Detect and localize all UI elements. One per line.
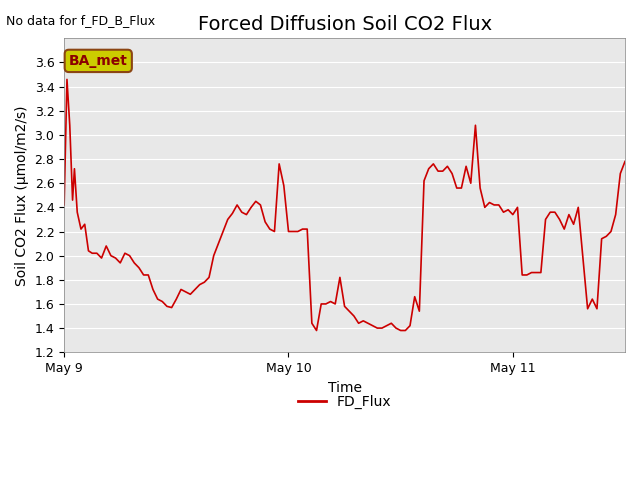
Title: Forced Diffusion Soil CO2 Flux: Forced Diffusion Soil CO2 Flux <box>198 15 492 34</box>
Y-axis label: Soil CO2 Flux (μmol/m2/s): Soil CO2 Flux (μmol/m2/s) <box>15 105 29 286</box>
Legend: FD_Flux: FD_Flux <box>292 389 397 414</box>
X-axis label: Time: Time <box>328 381 362 395</box>
Text: BA_met: BA_met <box>69 54 128 68</box>
Text: No data for f_FD_B_Flux: No data for f_FD_B_Flux <box>6 14 156 27</box>
